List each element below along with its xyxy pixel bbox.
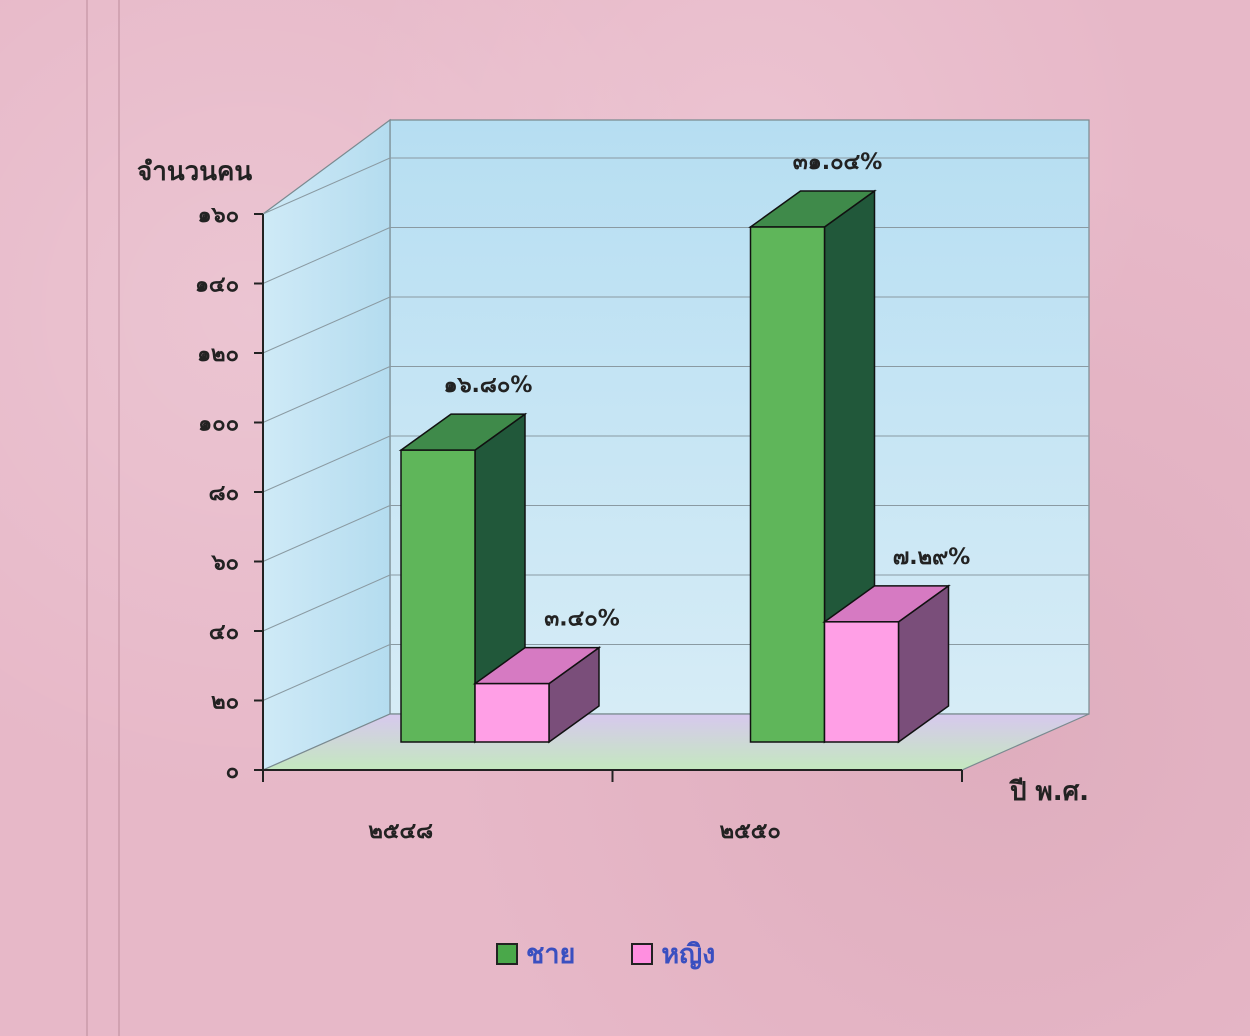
data-label: ๓.๔๐% [544,607,620,632]
y-tick-label: ๘๐ [209,481,239,506]
legend-swatch-female [631,942,654,965]
data-label: ๓๑.๐๔% [793,150,882,175]
y-tick-label: ๖๐ [211,551,239,576]
gridline-side [262,366,391,423]
bar-female [474,682,550,743]
gridline-side [262,227,391,284]
gridline-side [262,644,391,701]
x-axis-title: ปี พ.ศ. [1009,777,1089,807]
y-tick-label: ๑๒๐ [197,342,239,367]
bars [398,189,951,744]
y-tick-label: ๑๐๐ [198,412,239,437]
data-label: ๗.๒๙% [893,545,971,570]
plot-walls [262,118,1090,771]
gridline-side [262,157,391,215]
y-tick-label: ๒๐ [211,690,239,715]
data-label: ๑๖.๘๐% [444,373,533,398]
legend-item-female: หญิง [631,932,715,975]
legend-label-female: หญิง [661,939,716,970]
page-edge-line [118,0,120,1036]
gridline-side [262,435,391,493]
axes [254,213,963,782]
gridline-side [262,574,391,632]
gridline-side [262,296,391,354]
bar-female [823,621,900,743]
page-edge-line [86,0,88,1036]
y-tick-label: ๐ [226,759,239,784]
y-tick-label: ๔๐ [209,620,239,645]
bar-male [749,226,826,743]
y-tick-label: ๑๔๐ [195,273,239,298]
legend-label-male: ชาย [526,939,576,970]
x-tick-label: ๒๕๕๐ [720,819,781,844]
legend-swatch-male [496,942,518,965]
legend-item-male: ชาย [496,932,575,975]
gridline-side [262,505,391,562]
x-tick-label: ๒๕๔๘ [368,819,433,844]
legend: ชาย หญิง [496,932,771,975]
bar-male [400,449,476,743]
y-axis-title: จำนวนคน [137,157,252,187]
y-tick-label: ๑๖๐ [198,203,239,228]
floor [262,713,1090,771]
